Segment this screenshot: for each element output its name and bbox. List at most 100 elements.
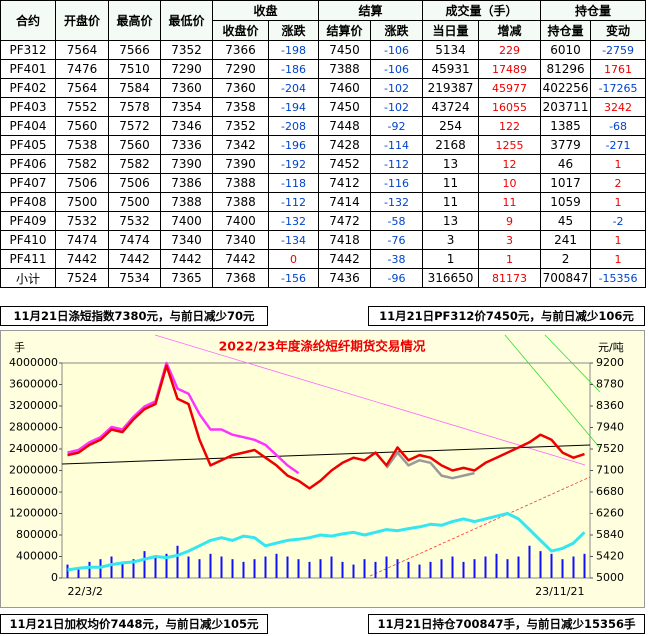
table-cell: 7532 <box>55 211 109 231</box>
table-cell: 7560 <box>108 135 161 155</box>
table-cell: -106 <box>370 40 424 60</box>
table-cell: 7510 <box>108 59 161 79</box>
table-cell: -112 <box>370 154 424 174</box>
table-cell: -118 <box>267 173 320 193</box>
table-cell: 241 <box>540 230 592 250</box>
bar <box>484 556 487 578</box>
table-cell: 1385 <box>540 116 592 136</box>
note: 11月21日PF312价7450元，与前日减少106元 <box>368 306 645 326</box>
table-cell: 46 <box>540 154 592 174</box>
table-cell: 7342 <box>212 135 269 155</box>
bar <box>275 553 278 578</box>
bar <box>242 561 245 578</box>
y2-tick-label: 7520 <box>596 442 624 455</box>
table-cell: 7566 <box>108 40 161 60</box>
table-cell: 7352 <box>160 40 213 60</box>
y-tick-label: 800000 <box>16 528 58 541</box>
table-cell: 10 <box>478 173 542 193</box>
table-cell: PF407 <box>0 173 56 193</box>
table-cell: 13 <box>422 211 480 231</box>
table-cell: -198 <box>267 40 320 60</box>
table-cell: 1 <box>590 154 647 174</box>
bar <box>539 551 542 578</box>
table-cell: 最高价 <box>108 0 161 41</box>
table-cell: -2 <box>590 211 647 231</box>
table-cell: 13 <box>422 154 480 174</box>
table-cell: -186 <box>267 59 320 79</box>
bar <box>330 556 333 578</box>
table-cell: PF403 <box>0 97 56 117</box>
y2-tick-label: 7100 <box>596 464 624 477</box>
table-cell: 7564 <box>55 78 109 98</box>
table-cell: -204 <box>267 78 320 98</box>
bar <box>143 551 146 578</box>
table-cell: 7340 <box>160 230 213 250</box>
bar <box>495 553 498 578</box>
table-cell: 7474 <box>108 230 161 250</box>
table-cell: 1761 <box>590 59 647 79</box>
table-cell: -132 <box>267 211 320 231</box>
y2-tick-label: 9200 <box>596 356 624 369</box>
table-cell: 1255 <box>478 135 542 155</box>
bar <box>297 559 300 578</box>
table-cell: 16055 <box>478 97 542 117</box>
table-cell: 7436 <box>318 268 372 288</box>
table-cell: 7365 <box>160 268 213 288</box>
table-cell: 316650 <box>422 268 480 288</box>
table-cell: 7442 <box>55 249 109 269</box>
table-cell: 0 <box>267 249 320 269</box>
x-tick-label: 23/11/21 <box>535 585 584 598</box>
table-cell: 7506 <box>55 173 109 193</box>
y2-tick-label: 6680 <box>596 485 624 498</box>
table-cell: 7360 <box>212 78 269 98</box>
y2-axis-label: 元/吨 <box>598 341 624 354</box>
table-cell: PF408 <box>0 192 56 212</box>
table-cell: 45977 <box>478 78 542 98</box>
table-cell: 持仓量 <box>540 20 592 41</box>
table-cell: 7366 <box>212 40 269 60</box>
bar <box>341 561 344 578</box>
bar <box>286 556 289 578</box>
table-cell: 7400 <box>212 211 269 231</box>
bar <box>264 556 267 578</box>
table-cell: -58 <box>370 211 424 231</box>
table-cell: 7578 <box>108 97 161 117</box>
table-cell: 7452 <box>318 154 372 174</box>
table-cell: -271 <box>590 135 647 155</box>
table-cell: PF409 <box>0 211 56 231</box>
y-tick-label: 4000000 <box>9 356 58 369</box>
table-cell: -194 <box>267 97 320 117</box>
table-cell: 11 <box>478 192 542 212</box>
bar <box>396 559 399 578</box>
table-cell: 43724 <box>422 97 480 117</box>
table-cell: 当日量 <box>422 20 480 41</box>
table-cell: 最低价 <box>160 0 213 41</box>
table-cell: 1017 <box>540 173 592 193</box>
bar <box>561 559 564 578</box>
bar <box>385 556 388 578</box>
table-cell: 7500 <box>108 192 161 212</box>
bar <box>165 553 168 578</box>
table-cell: PF406 <box>0 154 56 174</box>
bar <box>319 559 322 578</box>
table-cell: 7412 <box>318 173 372 193</box>
table-cell: 7572 <box>108 116 161 136</box>
bar <box>506 559 509 578</box>
bar <box>374 561 377 578</box>
table-cell: 45931 <box>422 59 480 79</box>
bar <box>253 559 256 578</box>
table-cell: 7534 <box>108 268 161 288</box>
table-cell: 7584 <box>108 78 161 98</box>
table-cell: 涨跌 <box>370 20 424 41</box>
table-cell: 9 <box>478 211 542 231</box>
table-cell: -17265 <box>590 78 647 98</box>
trend-line <box>154 334 586 466</box>
table-cell: 小计 <box>0 268 56 288</box>
bar <box>77 567 80 578</box>
trend-line <box>544 334 601 393</box>
table-cell: PF411 <box>0 249 56 269</box>
table-cell: 3779 <box>540 135 592 155</box>
bar <box>220 556 223 578</box>
table-cell: -102 <box>370 78 424 98</box>
table-cell: 持仓量 <box>540 0 647 21</box>
